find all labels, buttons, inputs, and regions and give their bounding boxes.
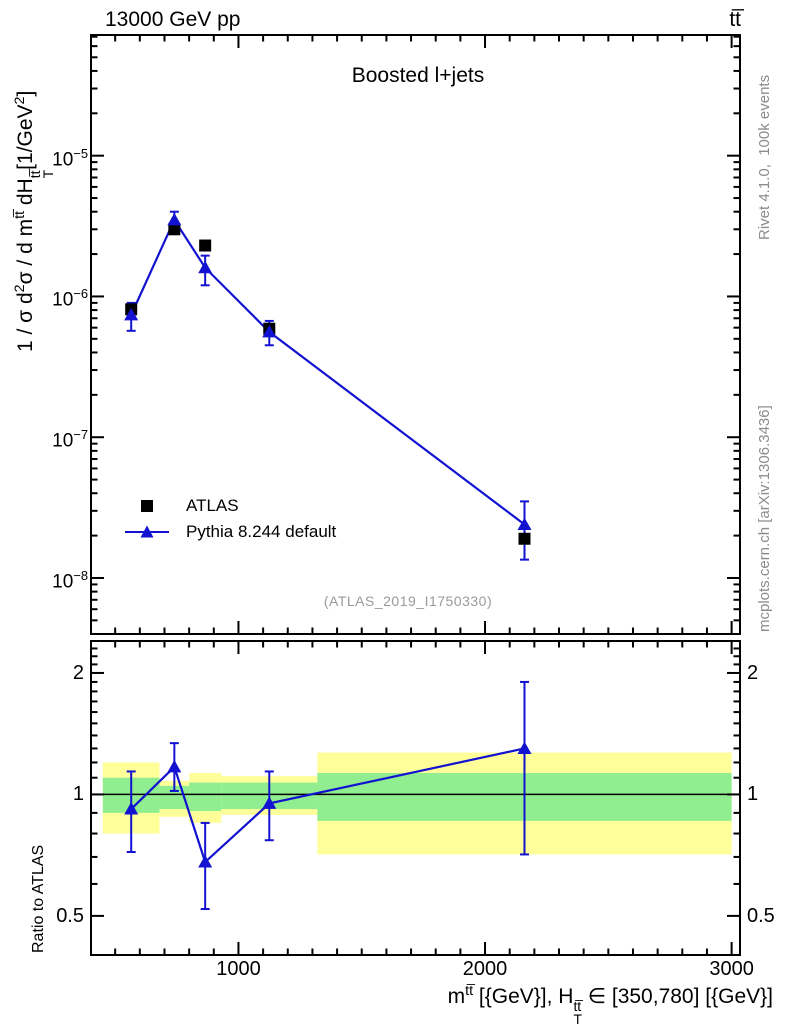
main-y-axis-label: 1 / σ d2σ / d mtt̅ dH tt̅ T [1/GeV2] (12, 90, 56, 352)
legend: ATLAS Pythia 8.244 default (124, 495, 336, 543)
square-marker-icon (141, 500, 153, 512)
legend-label-pythia: Pythia 8.244 default (186, 522, 337, 541)
rivet-version-note: Rivet 4.1.0, 100k events (756, 74, 773, 240)
legend-entry-atlas: ATLAS (124, 495, 336, 517)
analysis-watermark: (ATLAS_2019_I1750330) (323, 593, 493, 609)
plot-title: Boosted l+jets (351, 64, 485, 87)
triangle-line-marker-icon (125, 525, 169, 538)
process-label: tt̅ (729, 8, 741, 31)
legend-label-atlas: ATLAS (186, 496, 239, 515)
legend-entry-pythia: Pythia 8.244 default (124, 521, 336, 543)
ratio-y-axis-label: Ratio to ATLAS (30, 844, 47, 953)
beam-energy-label: 13000 GeV pp (105, 8, 241, 31)
mcplots-reference-note: mcplots.cern.ch [arXiv:1306.3436] (756, 405, 773, 632)
